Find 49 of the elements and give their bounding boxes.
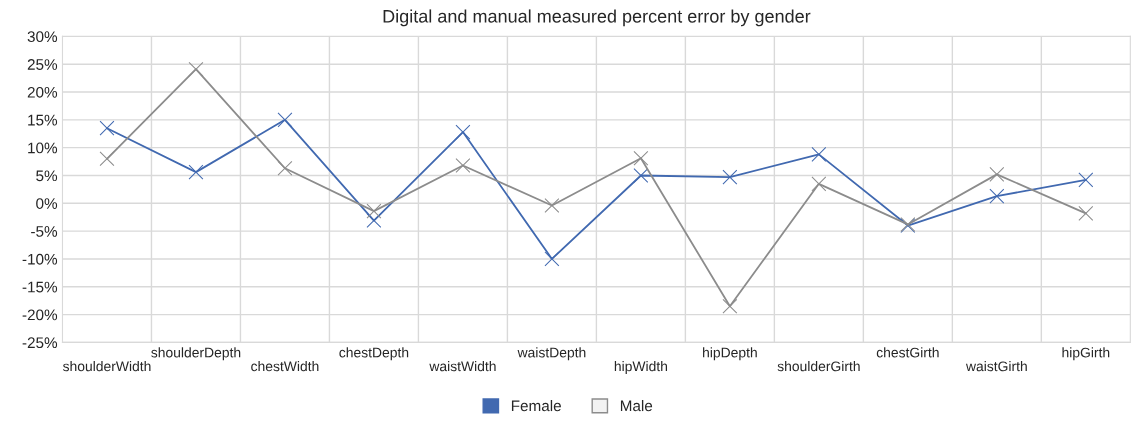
point [188, 61, 204, 77]
x-tick-label: chestGirth [876, 347, 939, 358]
point [722, 298, 738, 314]
point [99, 151, 115, 167]
legend-label: Male [620, 400, 653, 412]
point [544, 251, 560, 267]
y-tick-label: -20% [22, 309, 58, 321]
legend-label: Female [511, 400, 561, 412]
x-tick-label: waistDepth [517, 347, 586, 361]
point [989, 188, 1005, 204]
point [99, 120, 115, 136]
point [455, 158, 471, 173]
y-tick-label: 25% [27, 59, 58, 70]
x-tick-label: chestDepth [339, 347, 409, 361]
x-tick-label: waistWidth [429, 361, 496, 372]
y-tick-label: -15% [22, 281, 58, 293]
y-tick-label: 15% [28, 114, 58, 126]
y-tick-label: -5% [31, 226, 58, 237]
point [811, 146, 827, 162]
x-tick-label: hipWidth [614, 361, 668, 374]
chart-title: Digital and manual measured percent error by gender [383, 9, 811, 27]
point [722, 169, 738, 185]
point [989, 166, 1005, 182]
point [1078, 205, 1094, 221]
point [366, 213, 382, 229]
point [633, 150, 649, 166]
y-tick-label: 20% [27, 86, 58, 98]
point [544, 198, 560, 213]
point [1078, 172, 1094, 188]
x-tick-label: chestWidth [251, 361, 319, 372]
y-tick-label: -25% [22, 337, 58, 349]
y-tick-label: -10% [22, 253, 58, 265]
point [366, 203, 382, 219]
y-tick-label: 10% [28, 142, 58, 154]
x-tick-label: shoulderWidth [62, 361, 151, 372]
x-tick-label: hipDepth [703, 347, 757, 361]
point [633, 168, 649, 183]
x-tick-label: hipGirth [1062, 347, 1110, 361]
point [277, 112, 293, 128]
y-tick-label: 30% [27, 31, 58, 43]
y-tick-label: 5% [36, 170, 58, 182]
x-tick-label: shoulderGirth [777, 361, 860, 372]
point [811, 176, 827, 192]
point [277, 160, 293, 176]
y-tick-label: 0% [36, 198, 58, 209]
x-tick-label: shoulderDepth [151, 347, 241, 361]
point [188, 164, 204, 180]
x-tick-label: waistGirth [965, 361, 1027, 372]
point [455, 124, 471, 140]
